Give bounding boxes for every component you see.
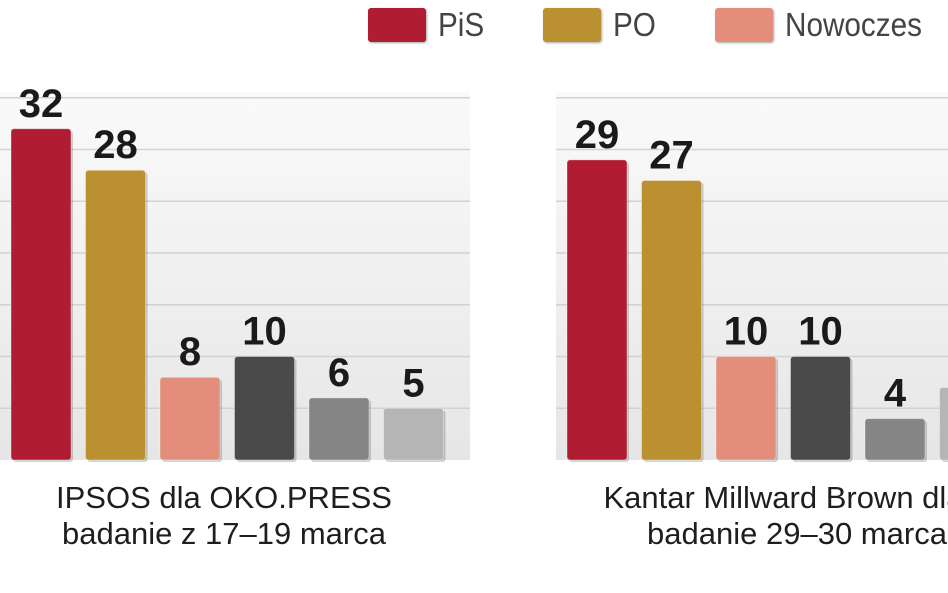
data-label: 27 [649,134,694,178]
bar [383,407,444,461]
data-label: 32 [19,82,64,126]
bar [159,376,221,461]
bar [308,397,370,461]
legend-item-nowoczesna: Nowoczes [715,6,937,44]
group-caption: badanie 29–30 marca [647,516,948,551]
legend-swatch-po [543,8,602,42]
bar [85,169,146,461]
legend-label-nowoczesna: Nowoczes [785,6,923,43]
data-label: 6 [328,351,350,395]
bar [234,356,295,461]
data-label: 29 [575,113,620,157]
bar [864,418,926,461]
data-label: 4 [884,372,907,416]
bar [566,159,628,461]
legend-item-po: PO [543,6,661,44]
group-caption: Kantar Millward Brown dla T [603,480,948,515]
data-label: 5 [402,361,424,405]
legend: PiS PO Nowoczes [368,0,948,50]
bar [641,180,702,461]
bar [715,356,777,461]
data-label: 8 [179,330,201,374]
bar [10,128,72,461]
data-label: 28 [93,123,138,167]
group-caption: IPSOS dla OKO.PRESS [56,480,392,515]
data-label: 10 [798,310,843,354]
data-label: 10 [242,310,287,354]
legend-label-po: PO [613,6,657,43]
legend-item-pis: PiS [368,6,489,44]
bar [939,387,948,461]
bar [790,356,851,461]
data-label: 10 [724,310,769,354]
legend-swatch-pis [368,8,426,42]
legend-label-pis: PiS [438,6,485,43]
legend-swatch-nowoczesna [715,8,774,42]
group-caption: badanie z 17–19 marca [62,516,387,551]
